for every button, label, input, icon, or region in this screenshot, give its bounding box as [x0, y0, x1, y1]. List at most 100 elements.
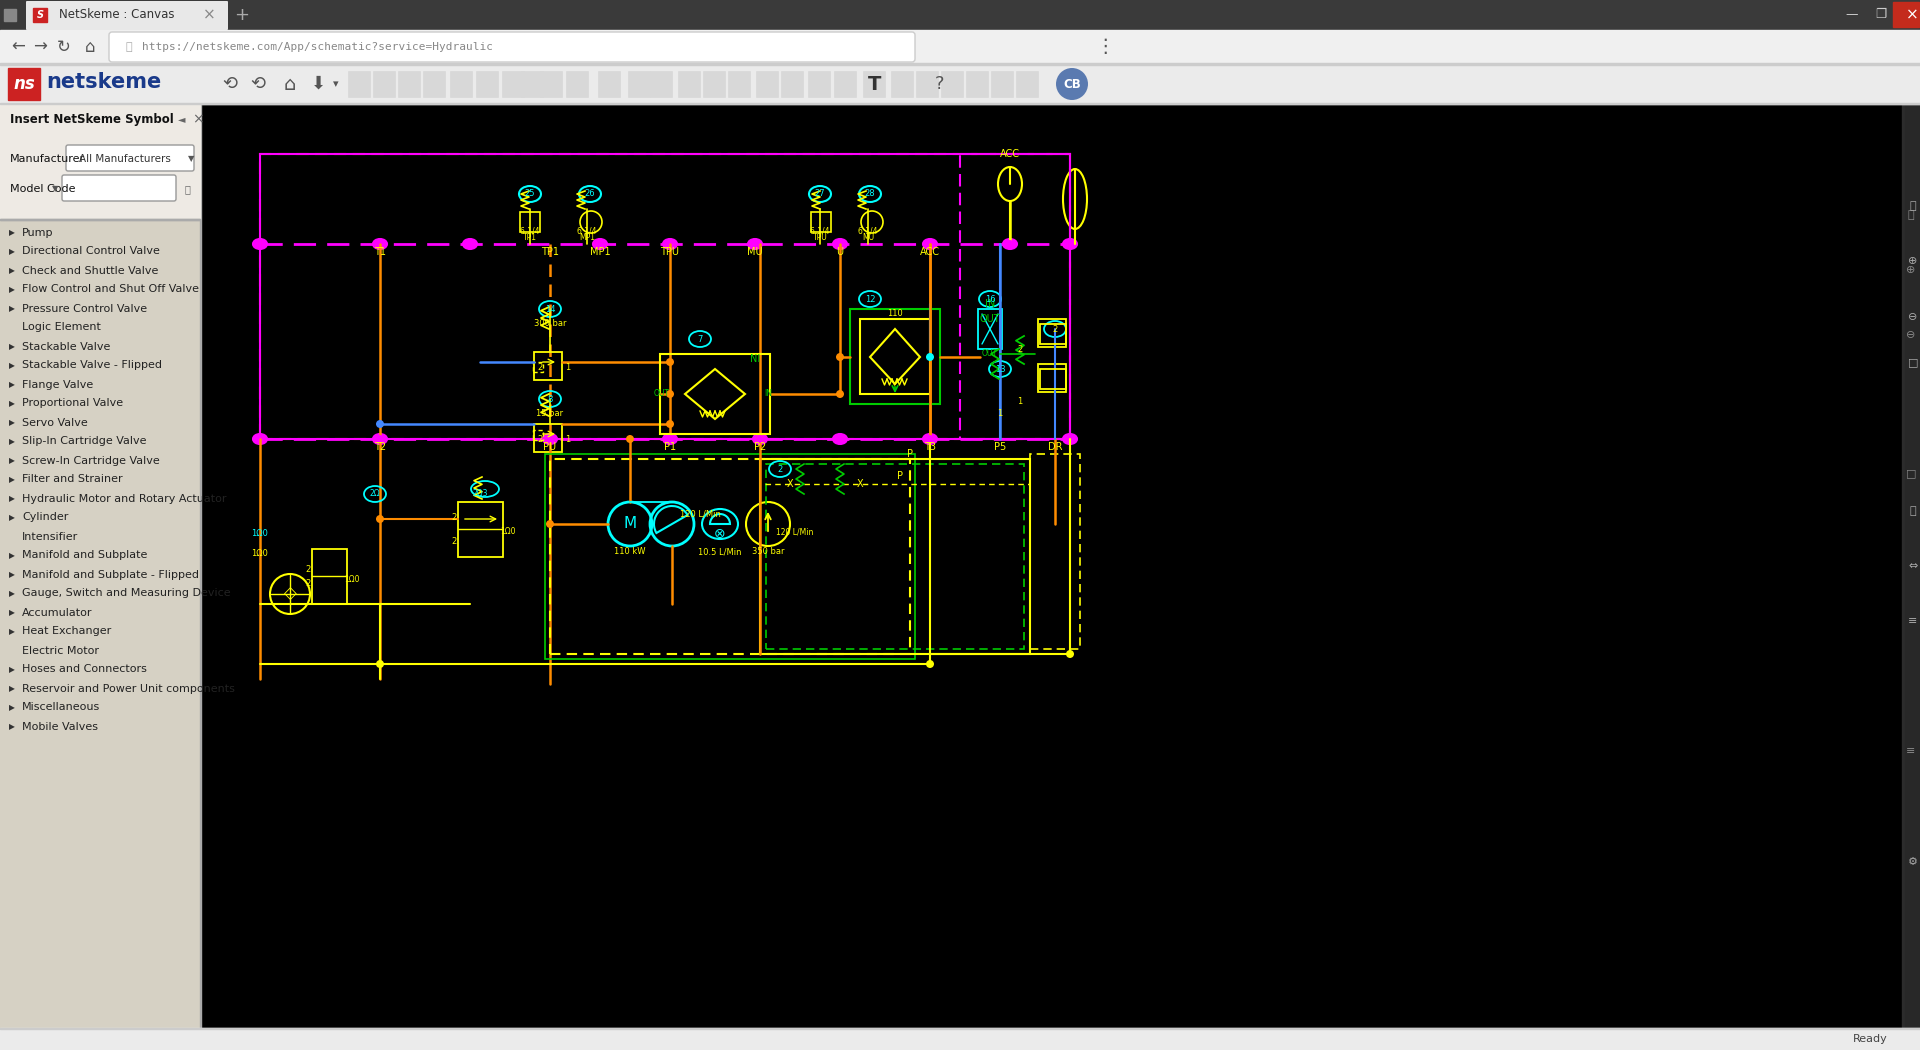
Text: PU: PU [543, 442, 557, 452]
Text: 🔍: 🔍 [1910, 201, 1916, 211]
Text: ⋮: ⋮ [1094, 38, 1114, 57]
Text: T1: T1 [374, 247, 386, 257]
Circle shape [756, 435, 764, 443]
Bar [33, 8, 46, 22]
Bar [397, 71, 420, 97]
Text: ⊕: ⊕ [1908, 256, 1918, 266]
Circle shape [545, 435, 555, 443]
Circle shape [376, 435, 384, 443]
Text: Proportional Valve: Proportional Valve [21, 399, 123, 408]
Text: Servo Valve: Servo Valve [21, 418, 88, 427]
Text: Hoses and Connectors: Hoses and Connectors [21, 665, 146, 674]
Text: Heat Exchanger: Heat Exchanger [21, 627, 111, 636]
Circle shape [376, 660, 384, 668]
Bar [348, 71, 371, 97]
Text: ⤡: ⤡ [1910, 505, 1916, 516]
Bar [597, 71, 620, 97]
Text: Manifold and Subplate: Manifold and Subplate [21, 550, 148, 561]
Bar [4, 9, 15, 21]
Text: CB: CB [1064, 78, 1081, 90]
Bar [941, 71, 964, 97]
Bar [566, 71, 588, 97]
Text: DR: DR [1048, 442, 1062, 452]
Bar [781, 71, 803, 97]
Text: ▶: ▶ [10, 704, 15, 712]
Text: NetSkeme : Canvas: NetSkeme : Canvas [60, 8, 175, 21]
Bar [977, 309, 1002, 349]
Bar [534, 362, 543, 372]
Text: P: P [897, 471, 902, 481]
FancyBboxPatch shape [109, 32, 916, 62]
Bar [891, 71, 914, 97]
Text: Pump: Pump [21, 228, 54, 237]
Bar [259, 154, 1069, 439]
Text: 7: 7 [697, 335, 703, 343]
Text: 120 L/Min: 120 L/Min [680, 509, 720, 519]
Bar [862, 71, 885, 97]
Text: ⊖: ⊖ [1908, 312, 1918, 321]
Text: 1: 1 [1018, 398, 1023, 406]
Text: □: □ [1908, 358, 1918, 367]
Circle shape [626, 435, 634, 443]
Text: X: X [856, 479, 864, 489]
Text: 2: 2 [538, 435, 543, 443]
Text: Reservoir and Power Unit components: Reservoir and Power Unit components [21, 684, 234, 693]
Ellipse shape [253, 239, 267, 249]
Text: ⬇: ⬇ [311, 75, 326, 93]
Text: ⟲: ⟲ [223, 75, 238, 93]
Text: 🔒: 🔒 [127, 42, 132, 52]
Bar [728, 71, 751, 97]
Text: ▼: ▼ [52, 185, 58, 193]
Text: 10.5 L/Min: 10.5 L/Min [699, 547, 741, 557]
Bar [810, 212, 831, 232]
Text: ▶: ▶ [10, 266, 15, 275]
Text: IN: IN [985, 299, 995, 309]
Text: Flow Control and Shut Off Valve: Flow Control and Shut Off Valve [21, 285, 200, 294]
Text: 6 1/4: 6 1/4 [858, 227, 877, 235]
Text: 110 kW: 110 kW [614, 547, 645, 557]
Text: 2: 2 [778, 464, 783, 474]
Text: ?: ? [935, 75, 945, 93]
Text: ▶: ▶ [10, 513, 15, 522]
Circle shape [835, 390, 845, 398]
Bar [8, 68, 40, 100]
Text: S: S [36, 10, 44, 20]
Text: ▶: ▶ [10, 551, 15, 560]
Text: 110: 110 [887, 310, 902, 318]
Bar [1041, 324, 1066, 344]
Text: ◄: ◄ [179, 114, 186, 124]
Text: ⚙: ⚙ [1908, 857, 1918, 866]
Text: ▶: ▶ [10, 456, 15, 465]
Text: Manifold and Subplate - Flipped: Manifold and Subplate - Flipped [21, 569, 200, 580]
Text: All Manufacturers: All Manufacturers [79, 154, 171, 164]
Ellipse shape [662, 239, 678, 249]
Bar [534, 430, 543, 440]
Text: 2: 2 [305, 580, 311, 588]
Circle shape [925, 660, 933, 668]
Bar [1905, 104, 1920, 1028]
Text: P5: P5 [995, 442, 1006, 452]
Text: 🔍: 🔍 [1908, 210, 1914, 219]
Text: 1Ω0: 1Ω0 [344, 574, 359, 584]
Text: 2Ω3: 2Ω3 [472, 489, 488, 499]
Text: MU: MU [747, 247, 762, 257]
Text: ▶: ▶ [10, 247, 15, 256]
Text: ▶: ▶ [10, 380, 15, 388]
Text: 8: 8 [547, 395, 553, 403]
Ellipse shape [833, 239, 847, 249]
Text: 12: 12 [864, 294, 876, 303]
Text: OUT: OUT [981, 350, 998, 358]
FancyBboxPatch shape [27, 1, 228, 30]
Bar [372, 71, 396, 97]
Text: P: P [906, 449, 914, 459]
Bar [651, 71, 672, 97]
Text: Check and Shuttle Valve: Check and Shuttle Valve [21, 266, 157, 275]
Text: ↻: ↻ [58, 38, 71, 56]
Bar [628, 71, 651, 97]
Text: 13: 13 [995, 364, 1006, 374]
Text: 2: 2 [451, 512, 457, 522]
Text: ≡: ≡ [1907, 746, 1916, 756]
Bar [476, 71, 497, 97]
Text: 1: 1 [564, 435, 570, 443]
Text: ▶: ▶ [10, 399, 15, 408]
